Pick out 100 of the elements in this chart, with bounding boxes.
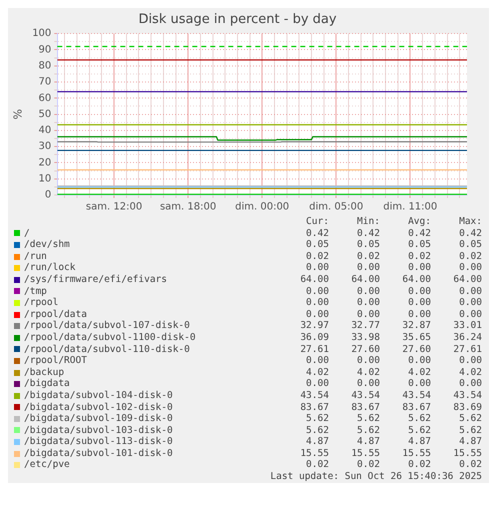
legend-label: /rpool/ROOT: [23, 355, 88, 367]
text: 83.67: [350, 402, 380, 414]
legend-label: /run: [23, 250, 48, 262]
text: 0.00: [305, 355, 329, 367]
text: 43.54: [452, 390, 482, 402]
text: 0.00: [407, 355, 431, 367]
text: 0.02: [407, 250, 431, 262]
legend-label: /etc/pve: [23, 459, 71, 472]
legend-label: /rpool/data/subvol-1100-disk-0: [23, 332, 197, 344]
text: 0.42: [458, 228, 482, 240]
text: 15.55: [401, 448, 431, 460]
text: Min:: [356, 216, 380, 228]
text: 5.62: [458, 413, 482, 425]
x-tick-label: dim. 00:00: [235, 202, 290, 213]
y-tick-label: 30: [38, 141, 52, 152]
text: 0.02: [407, 459, 431, 472]
x-tick-label: dim. 11:00: [383, 202, 438, 213]
text: 5.62: [458, 424, 482, 436]
text: 0.02: [356, 250, 380, 262]
x-tick-label: sam. 18:00: [160, 202, 216, 213]
legend-label: /sys/firmware/efi/efivars: [23, 274, 168, 286]
text: 27.60: [401, 344, 431, 356]
legend-label: /rpool/data: [23, 308, 88, 320]
text: 27.60: [350, 344, 380, 356]
text: 0.02: [305, 459, 329, 472]
text: 32.97: [299, 320, 329, 332]
text: 5.62: [356, 424, 380, 436]
legend-label: /backup: [23, 366, 66, 378]
legend-label: /bigdata/subvol-104-disk-0: [23, 390, 174, 402]
y-tick-label: 100: [32, 28, 52, 40]
text: 0.00: [356, 355, 380, 367]
text: 4.02: [458, 366, 482, 378]
legend-label: /rpool/data/subvol-110-disk-0: [23, 344, 191, 356]
text: 0.00: [407, 297, 431, 309]
text: 32.77: [350, 320, 380, 332]
legend-label: /run/lock: [23, 262, 76, 274]
text: Last update: Sun Oct 26 15:40:36 2025: [269, 471, 482, 483]
legend-label: /dev/shm: [23, 239, 71, 251]
text: 43.54: [401, 390, 431, 402]
legend-label: /tmp: [23, 286, 48, 298]
text: 0.00: [356, 286, 380, 298]
text: 0.00: [305, 378, 329, 390]
legend-label: /bigdata/subvol-109-disk-0: [23, 413, 174, 425]
text: 83.67: [401, 402, 431, 414]
x-tick-label: dim. 05:00: [309, 202, 364, 213]
text: 0.00: [407, 262, 431, 274]
text: 32.87: [401, 320, 431, 332]
text: 4.87: [407, 436, 431, 448]
text: 0.02: [356, 459, 380, 472]
text: 0.00: [407, 286, 431, 298]
text: 0.42: [305, 228, 329, 240]
text: 83.69: [452, 402, 482, 414]
y-tick-label: 20: [38, 157, 52, 168]
y-axis-title: %: [11, 109, 24, 120]
chart-title: Disk usage in percent - by day: [138, 12, 337, 28]
text: 5.62: [356, 413, 380, 425]
text: 15.55: [452, 448, 482, 460]
text: 83.67: [299, 402, 329, 414]
y-tick-label: 80: [38, 60, 52, 72]
text: 4.87: [305, 436, 329, 448]
legend-label: /rpool: [23, 297, 60, 309]
y-tick-label: 60: [38, 92, 52, 104]
text: 4.87: [356, 436, 380, 448]
text: 36.24: [452, 332, 482, 344]
text: 0.02: [305, 250, 329, 262]
legend-label: /bigdata/subvol-113-disk-0: [23, 436, 174, 448]
text: 0.00: [458, 262, 482, 274]
legend-label: /rpool/data/subvol-107-disk-0: [23, 320, 191, 332]
text: 0.00: [305, 308, 329, 320]
y-tick-label: 40: [38, 125, 52, 136]
text: Cur:: [305, 216, 329, 228]
legend-label: /: [23, 228, 31, 240]
text: 35.65: [401, 332, 431, 344]
text: 43.54: [299, 390, 329, 402]
text: 0.00: [458, 355, 482, 367]
y-tick-label: 0: [44, 190, 52, 201]
legend-label: /bigdata: [23, 378, 71, 390]
text: 0.00: [458, 378, 482, 390]
text: 0.42: [356, 228, 380, 240]
text: 15.55: [350, 448, 380, 460]
text: 0.00: [407, 378, 431, 390]
text: Avg:: [407, 216, 431, 228]
text: 64.00: [350, 274, 380, 286]
text: 4.02: [356, 366, 380, 378]
text: 0.00: [356, 308, 380, 320]
text: 36.09: [299, 332, 329, 344]
text: 0.02: [458, 250, 482, 262]
text: 0.00: [356, 297, 380, 309]
text: 4.02: [305, 366, 329, 378]
text: 15.55: [299, 448, 329, 460]
y-tick-label: 10: [38, 173, 52, 184]
text: 0.00: [458, 297, 482, 309]
text: 0.42: [407, 228, 431, 240]
y-tick-label: 50: [38, 108, 52, 120]
y-tick-label: 70: [38, 76, 52, 88]
text: 27.61: [452, 344, 482, 356]
text: 5.62: [305, 424, 329, 436]
text: 0.00: [458, 286, 482, 298]
text: 64.00: [452, 274, 482, 286]
text: 0.00: [407, 308, 431, 320]
